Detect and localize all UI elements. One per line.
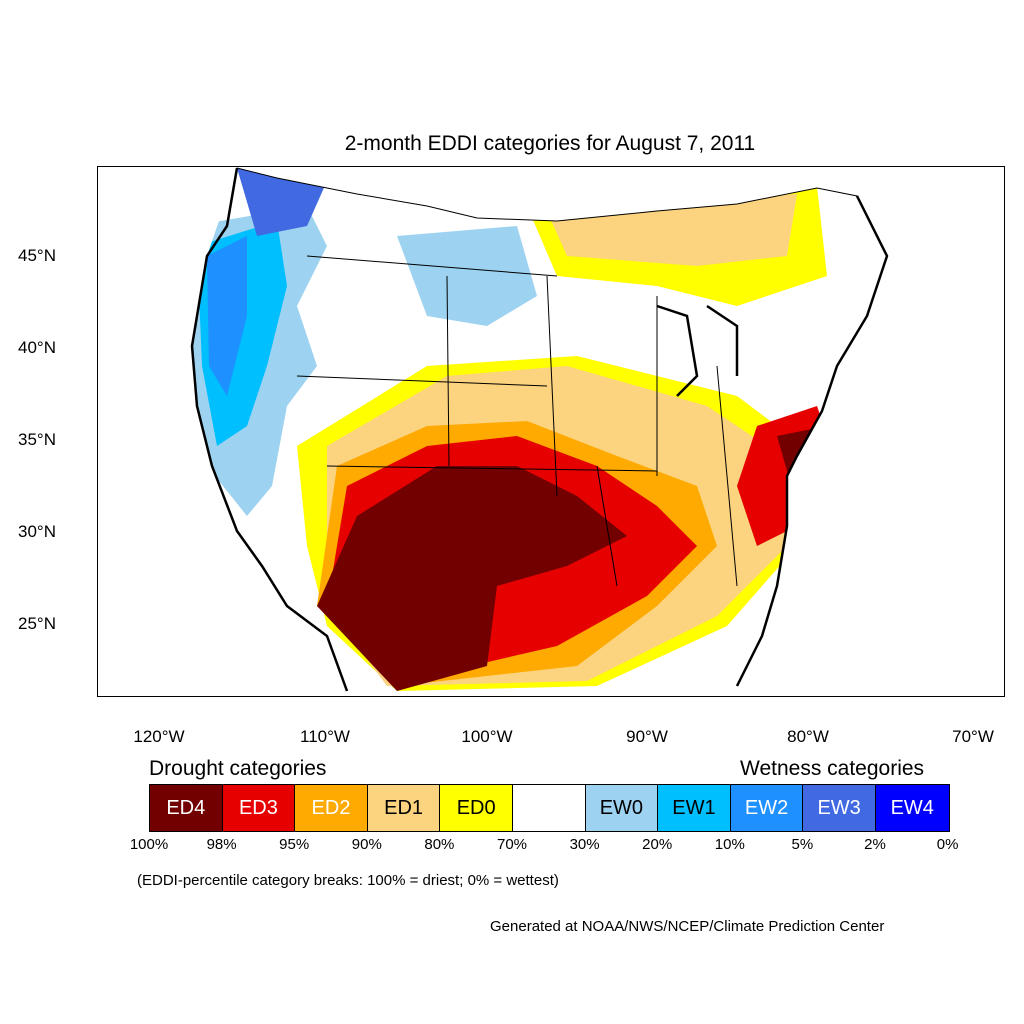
northwest-very-wet xyxy=(237,168,327,236)
percent-break-label: 95% xyxy=(279,836,310,853)
lon-label-90: 90°W xyxy=(626,727,668,746)
northern-plains-wet xyxy=(397,226,537,326)
percent-break-label: 0% xyxy=(936,836,959,853)
percent-break-label: 90% xyxy=(351,836,382,853)
coastlines xyxy=(190,167,889,692)
percent-break-label: 80% xyxy=(424,836,455,853)
colorbar-box-ew4: EW4 xyxy=(875,785,949,831)
upper-midwest-ed1 xyxy=(547,194,797,266)
lon-label-70: 70°W xyxy=(952,727,994,746)
percent-break-label: 20% xyxy=(642,836,673,853)
colorbar-box-ed1: ED1 xyxy=(367,785,441,831)
percent-break-label: 98% xyxy=(206,836,237,853)
lon-label-120: 120°W xyxy=(133,727,185,746)
percent-break-label: 10% xyxy=(714,836,745,853)
colorbar-box-ew0: EW0 xyxy=(585,785,659,831)
colorbar-box-ed2: ED2 xyxy=(295,785,368,831)
colorbar-box-ew2: EW2 xyxy=(730,785,804,831)
colorbar-box-ed4: ED4 xyxy=(150,785,223,831)
eddi-field xyxy=(192,168,887,694)
colorbar-box-ew3: EW3 xyxy=(803,785,876,831)
percent-break-label: 5% xyxy=(791,836,814,853)
colorbar-box-ed3: ED3 xyxy=(222,785,296,831)
percent-break-label: 70% xyxy=(496,836,528,853)
drought-heading: Drought categories xyxy=(149,757,327,780)
west-wet-strong xyxy=(207,236,247,396)
lat-label-35: 35°N xyxy=(18,430,56,449)
lat-label-30: 30°N xyxy=(18,522,56,541)
lat-label-40: 40°N xyxy=(18,338,56,357)
percent-break-label: 2% xyxy=(864,836,886,853)
lon-label-100: 100°W xyxy=(461,727,513,746)
colorbar-box-ed0: ED0 xyxy=(440,785,513,831)
category-colorbar: ED4 ED3 ED2 ED1 ED0 EW0 EW1 EW2 EW3 EW4 xyxy=(149,784,950,832)
lat-label-25: 25°N xyxy=(18,614,56,633)
credit-line: Generated at NOAA/NWS/NCEP/Climate Predi… xyxy=(490,918,885,935)
map-title: 2-month EDDI categories for August 7, 20… xyxy=(344,132,756,155)
southern-plains-ed4 xyxy=(317,466,627,691)
lon-label-110: 110°W xyxy=(300,727,350,746)
percent-break-label: 100% xyxy=(129,836,169,853)
colorbar-box-neutral xyxy=(512,785,586,831)
category-note: (EDDI-percentile category breaks: 100% =… xyxy=(137,872,559,889)
percent-break-label: 30% xyxy=(569,836,600,853)
colorbar-box-ew1: EW1 xyxy=(658,785,731,831)
lat-label-45: 45°N xyxy=(18,246,56,265)
eddi-map xyxy=(190,167,889,694)
wetness-heading: Wetness categories xyxy=(740,757,925,780)
lon-label-80: 80°W xyxy=(787,727,829,746)
